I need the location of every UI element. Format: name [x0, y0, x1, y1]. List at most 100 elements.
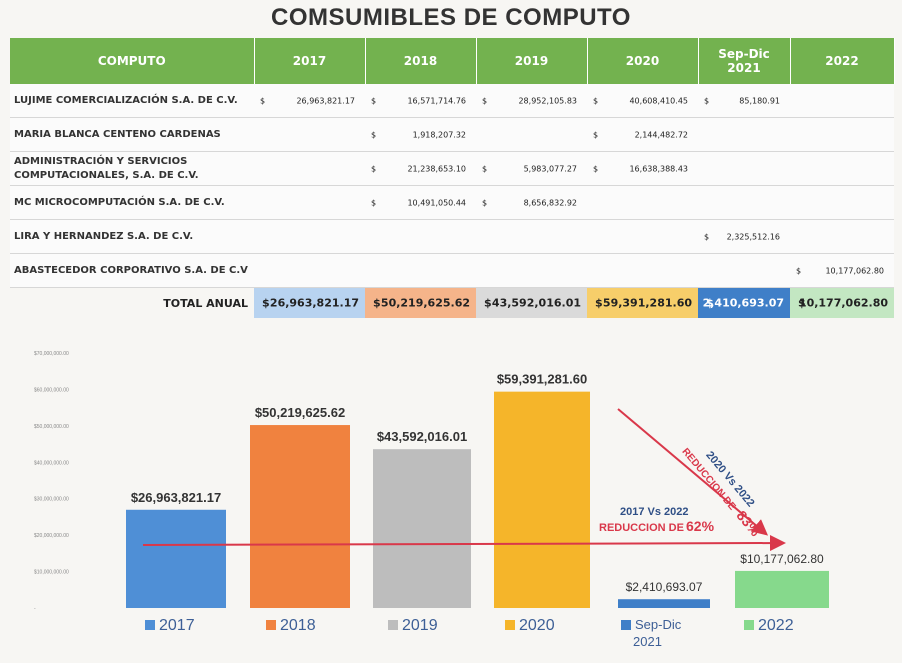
table-cell — [698, 117, 790, 152]
currency-symbol: $ — [371, 164, 377, 173]
cell-value: 10,177,062.80 — [825, 266, 884, 275]
column-header: 2020 — [587, 38, 699, 84]
table-cell — [790, 117, 894, 152]
table-cell — [476, 253, 587, 288]
legend-label: Sep-Dic — [635, 617, 682, 632]
table-cell — [587, 253, 698, 288]
bar-chart: - $10,000,000.00 $20,000,000.00 $30,000,000… — [34, 351, 829, 649]
bar — [126, 509, 226, 608]
table-cell: $16,571,714.76 — [365, 84, 476, 118]
table-row: MC MICROCOMPUTACIÓN S.A. DE C.V. $10,491,… — [10, 185, 894, 220]
currency-symbol: $ — [371, 198, 377, 207]
annotation-text: REDUCCION DE — [599, 522, 684, 534]
bar — [373, 449, 471, 608]
currency-symbol: $ — [260, 96, 266, 105]
cell-value: 10,491,050.44 — [407, 198, 466, 207]
cell-value: 59,391,281.60 — [602, 296, 692, 310]
table-cell — [476, 219, 587, 254]
cell-value: 2,325,512.16 — [726, 232, 780, 241]
legend-label: 2020 — [519, 617, 555, 634]
data-label: $59,391,281.60 — [497, 372, 587, 387]
cell-value: 8,656,832.92 — [523, 198, 577, 207]
cell-value: 26,963,821.17 — [269, 296, 359, 310]
table-cell: $85,180.91 — [698, 84, 790, 118]
table-cell: $26,963,821.17 — [254, 84, 365, 118]
cell-value: 2,144,482.72 — [634, 130, 688, 139]
trend-arrow-2020-2022 — [617, 408, 769, 536]
table-cell — [790, 185, 894, 220]
cell-value: 43,592,016.01 — [491, 296, 581, 310]
table-cell — [698, 185, 790, 220]
table-cell: $1,918,207.32 — [365, 117, 476, 152]
cell-value: 10,177,062.80 — [798, 296, 888, 310]
table-cell — [587, 185, 698, 220]
cell-value: 85,180.91 — [739, 96, 780, 105]
table-cell — [790, 84, 894, 118]
table-cell: $50,219,625.62 — [365, 287, 476, 318]
y-tick-label: $70,000,000.00 — [34, 351, 69, 357]
cell-value: 16,638,388.43 — [629, 164, 688, 173]
table-cell: $16,638,388.43 — [587, 151, 698, 186]
cell-value: 16,571,714.76 — [407, 96, 466, 105]
currency-symbol: $ — [371, 96, 377, 105]
y-tick-label: $50,000,000.00 — [34, 424, 69, 430]
legend-swatch — [744, 620, 754, 630]
legend-label: 2019 — [402, 617, 438, 634]
table-cell — [254, 117, 365, 152]
cell-value: 50,219,625.62 — [380, 296, 470, 310]
currency-symbol: $ — [706, 296, 714, 310]
table-cell — [254, 219, 365, 254]
currency-symbol: $ — [593, 164, 599, 173]
annotation-percent: 83% — [733, 507, 764, 539]
currency-symbol: $ — [796, 266, 802, 275]
table-cell: $8,656,832.92 — [476, 185, 587, 220]
supplier-name: MC MICROCOMPUTACIÓN S.A. DE C.V. — [10, 185, 254, 220]
trend-arrow-2017-2022 — [142, 535, 786, 552]
consumables-table: COMPUTO 2017 2018 2019 2020 Sep-Dic 2021 2022 L… — [10, 38, 895, 318]
annotation-title: 2017 Vs 2022 — [620, 506, 689, 518]
cell-value: 40,608,410.45 — [629, 96, 688, 105]
column-header: 2022 — [790, 38, 895, 84]
data-label: $26,963,821.17 — [131, 490, 221, 505]
table-cell: $10,177,062.80 — [790, 287, 894, 318]
data-label: $43,592,016.01 — [377, 429, 467, 444]
table-cell: $10,177,062.80 — [790, 253, 894, 288]
table-cell: $5,983,077.27 — [476, 151, 587, 186]
table-cell: $2,144,482.72 — [587, 117, 698, 152]
currency-symbol: $ — [371, 130, 377, 139]
cell-value: 26,963,821.17 — [296, 96, 355, 105]
currency-symbol: $ — [262, 296, 270, 310]
column-header: 2017 — [254, 38, 366, 84]
table-cell: $59,391,281.60 — [587, 287, 698, 318]
legend-label: 2021 — [633, 634, 662, 649]
currency-symbol: $ — [484, 296, 492, 310]
cell-value: 1,918,207.32 — [412, 130, 466, 139]
currency-symbol: $ — [704, 96, 710, 105]
currency-symbol: $ — [482, 198, 488, 207]
currency-symbol: $ — [593, 130, 599, 139]
supplier-name: ADMINISTRACIÓN Y SERVICIOS COMPUTACIONAL… — [10, 151, 254, 186]
currency-symbol: $ — [595, 296, 603, 310]
table-row: ABASTECEDOR CORPORATIVO S.A. DE C.V $10,1… — [10, 253, 894, 288]
bar — [618, 599, 710, 608]
total-row: TOTAL ANUAL $26,963,821.17 $50,219,625.62 $… — [10, 287, 894, 318]
currency-symbol: $ — [482, 96, 488, 105]
table-cell: $21,238,653.10 — [365, 151, 476, 186]
legend-swatch — [388, 620, 398, 630]
table-cell — [587, 219, 698, 254]
legend-swatch — [266, 620, 276, 630]
legend-swatch — [505, 620, 515, 630]
cell-value: 21,238,653.10 — [407, 164, 466, 173]
table-cell — [365, 253, 476, 288]
table-cell — [790, 219, 894, 254]
column-header: 2019 — [476, 38, 588, 84]
column-header: Sep-Dic 2021 — [698, 38, 791, 84]
cell-value: 28,952,105.83 — [518, 96, 577, 105]
y-tick-label: $60,000,000.00 — [34, 387, 69, 393]
table-cell: $43,592,016.01 — [476, 287, 587, 318]
table-header-row: COMPUTO 2017 2018 2019 2020 Sep-Dic 2021 2022 — [10, 38, 895, 84]
y-tick-label: $40,000,000.00 — [34, 460, 69, 466]
y-tick-label: - — [34, 606, 36, 612]
table-cell — [254, 151, 365, 186]
table-cell — [254, 253, 365, 288]
